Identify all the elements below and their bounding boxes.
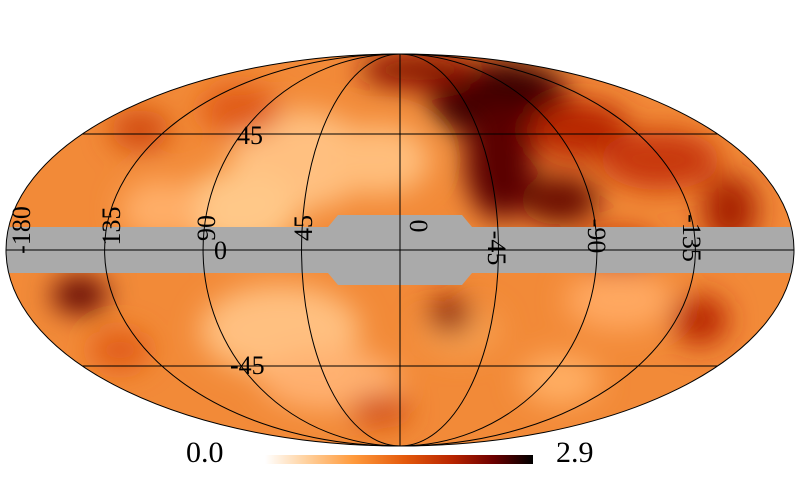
- parallel-label-0: 0: [214, 236, 227, 265]
- meridian-label-90: 90: [192, 215, 221, 241]
- colorbar: 0.0 2.9: [186, 436, 594, 469]
- intensity-patch: [672, 295, 728, 345]
- intensity-patch: [465, 100, 535, 220]
- intensity-patch: [120, 180, 200, 240]
- meridian-label-0: 0: [404, 220, 433, 233]
- intensity-patch: [428, 297, 472, 333]
- colorbar-bar: [265, 455, 533, 464]
- meridian-label-135: 135: [97, 207, 126, 246]
- intensity-patch: [350, 395, 410, 425]
- parallel-labels: 45 0 -45: [214, 121, 265, 380]
- intensity-patch: [52, 277, 108, 313]
- intensity-patch: [260, 350, 400, 410]
- intensity-patch: [565, 270, 675, 330]
- meridian-label-neg45: -45: [482, 231, 511, 266]
- parallel-label-45: 45: [237, 121, 263, 150]
- meridian-label-45: 45: [289, 215, 318, 241]
- colorbar-min-label: 0.0: [186, 436, 224, 469]
- meridian-label-neg90: -90: [582, 219, 611, 254]
- meridian-labels: -180 135 90 45 0 -45 -90 -135: [7, 206, 706, 265]
- meridian-label-neg135: -135: [677, 214, 706, 262]
- intensity-patch: [200, 85, 280, 135]
- intensity-patch: [520, 355, 600, 405]
- graticule: [5, 53, 795, 447]
- intensity-patch: [90, 330, 150, 370]
- intensity-patch: [110, 110, 170, 150]
- intensity-patch: [520, 175, 600, 225]
- intensity-patch: [600, 130, 720, 190]
- parallel-label-neg45: -45: [230, 351, 265, 380]
- colorbar-max-label: 2.9: [556, 436, 594, 469]
- meridian-label-neg180: -180: [7, 206, 36, 254]
- intensity-patch: [330, 125, 430, 195]
- intensity-patch: [530, 100, 630, 160]
